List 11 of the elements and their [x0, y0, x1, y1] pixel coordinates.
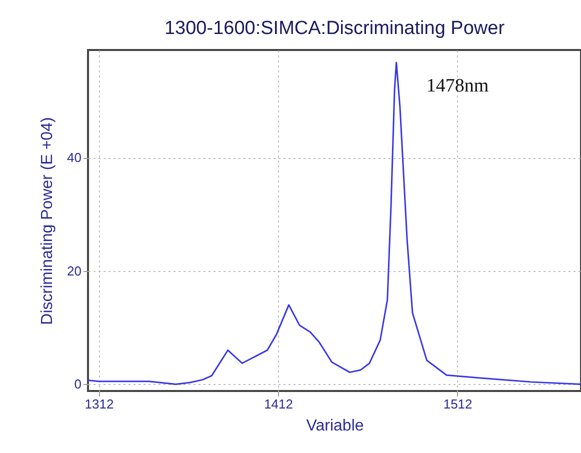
x-tick-label: 1512 [443, 396, 472, 412]
x-axis-title: Variable [306, 418, 364, 434]
x-tick-label: 1412 [264, 396, 293, 412]
annotation: 1478nm [426, 75, 489, 96]
y-tick-label: 20 [67, 263, 82, 278]
y-tick-label: 0 [74, 376, 82, 392]
y-axis-title: Discriminating Power (E +04) [39, 117, 56, 325]
line-series [88, 62, 581, 385]
y-tick-label: 40 [67, 150, 82, 166]
x-tick-label: 1312 [84, 396, 114, 412]
chart-title: 1300-1600:SIMCA:Discriminating Power [164, 18, 506, 39]
